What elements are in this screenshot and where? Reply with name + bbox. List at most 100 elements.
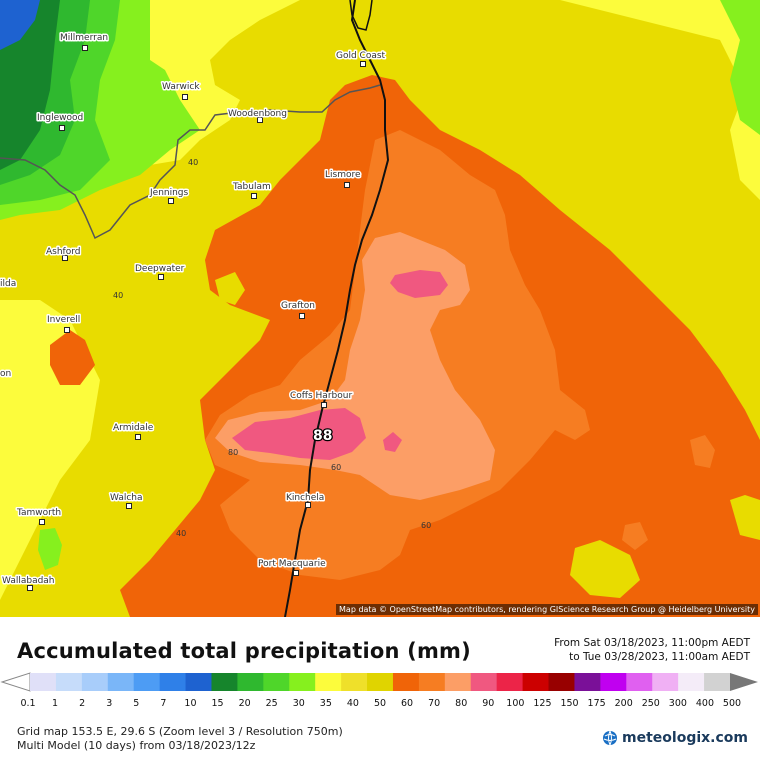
town-marker	[59, 125, 65, 131]
town-label: Wallabadah	[2, 576, 55, 586]
river-north	[349, 0, 373, 31]
scale-swatch-40	[341, 673, 368, 691]
town-marker	[39, 519, 45, 525]
svg-text:Lismore: Lismore	[325, 170, 361, 180]
town-label: Gold Coast	[336, 51, 386, 61]
scale-swatch-500	[704, 673, 731, 691]
town-marker	[62, 255, 68, 261]
scale-swatch-30	[289, 673, 316, 691]
scale-label-100: 100	[506, 698, 525, 709]
map-info: Grid map 153.5 E, 29.6 S (Zoom level 3 /…	[17, 725, 343, 753]
globe-icon	[603, 730, 618, 746]
svg-text:Inglewood: Inglewood	[37, 113, 83, 123]
svg-text:Jennings: Jennings	[149, 188, 189, 198]
town-label: Grafton	[281, 301, 315, 311]
svg-text:Warwick: Warwick	[162, 82, 200, 92]
town-label: Lismore	[325, 170, 361, 180]
town-marker	[305, 502, 311, 508]
state-border	[0, 84, 381, 240]
town-marker	[293, 570, 299, 576]
scale-swatch-70	[418, 673, 446, 691]
town-label: Ashford	[46, 247, 80, 257]
scale-label-0.1: 0.1	[20, 698, 36, 709]
model-info: Multi Model (10 days) from 03/18/2023/12…	[17, 739, 256, 752]
map-attribution: Map data © OpenStreetMap contributors, r…	[336, 604, 758, 615]
brand-text: meteologix.com	[622, 730, 748, 746]
town-label: Jennings	[149, 188, 189, 198]
town-marker	[321, 402, 327, 408]
contour-label-60-center: 60	[331, 463, 341, 472]
svg-text:Tamworth: Tamworth	[16, 508, 61, 518]
scale-label-90: 90	[482, 698, 495, 709]
town-label: Armidale	[113, 423, 154, 433]
scale-label-1: 1	[52, 698, 59, 709]
svg-text:on: on	[0, 369, 11, 379]
scale-swatch-7	[159, 673, 187, 691]
town-label: Woodenbong	[228, 109, 287, 119]
scale-swatch-250	[626, 673, 653, 691]
scale-label-20: 20	[238, 698, 251, 709]
scale-label-15: 15	[211, 698, 224, 709]
scale-swatch-175	[574, 673, 601, 691]
scale-label-3: 3	[106, 698, 113, 709]
contour-label-40-west: 40	[113, 291, 123, 300]
scale-swatch-90	[470, 673, 498, 691]
scale-label-40: 40	[346, 698, 359, 709]
precip-field-50mm-islands	[215, 272, 760, 598]
contour-label-80-west: 80	[228, 448, 238, 457]
town-marker	[135, 434, 141, 440]
svg-text:Armidale: Armidale	[113, 423, 154, 433]
scale-swatch-200	[600, 673, 627, 691]
town-marker	[64, 327, 70, 333]
scale-label-400: 400	[695, 698, 714, 709]
scale-label-30: 30	[292, 698, 305, 709]
scale-label-2: 2	[79, 698, 86, 709]
scale-swatch-100	[496, 673, 524, 691]
scale-label-250: 250	[641, 698, 660, 709]
town-marker	[168, 198, 174, 204]
brand-logo[interactable]: meteologix.com	[602, 730, 748, 746]
color-scale-bar	[0, 672, 758, 692]
scale-swatch-10	[185, 673, 212, 691]
town-marker	[251, 193, 257, 199]
town-label: Tamworth	[16, 508, 61, 518]
precipitation-map[interactable]: 40 40 40 60 60 80 88 ilda ilda on on Mil…	[0, 0, 760, 617]
town-label: Coffs Harbour	[290, 391, 352, 401]
svg-text:Walcha: Walcha	[110, 493, 143, 503]
scale-label-175: 175	[587, 698, 606, 709]
scale-label-125: 125	[533, 698, 552, 709]
town-marker	[299, 313, 305, 319]
scale-swatch-20	[237, 673, 264, 691]
town-marker	[27, 585, 33, 591]
scale-label-7: 7	[160, 698, 167, 709]
scale-label-200: 200	[614, 698, 633, 709]
scale-label-35: 35	[319, 698, 332, 709]
svg-text:Port Macquarie: Port Macquarie	[258, 559, 326, 569]
scale-label-5: 5	[133, 698, 140, 709]
town-marker	[257, 117, 263, 123]
scale-label-300: 300	[668, 698, 687, 709]
scale-label-50: 50	[373, 698, 387, 709]
color-scale-labels: 0.1 1 2 3 5 7 10 15 20 25 30 35 40 50 60 70 80 90 100 125 15…	[0, 698, 760, 712]
town-marker	[82, 45, 88, 51]
edge-label-left-2: on	[0, 369, 11, 379]
time-range-to: to Tue 03/28/2023, 11:00am AEDT	[569, 651, 750, 663]
town-marker	[360, 61, 366, 67]
scale-swatch-3	[107, 673, 135, 691]
svg-text:Tabulam: Tabulam	[232, 182, 271, 192]
scale-label-500: 500	[722, 698, 742, 709]
scale-swatch-1	[55, 673, 83, 691]
scale-label-80: 80	[455, 698, 468, 709]
town-marker	[344, 182, 350, 188]
